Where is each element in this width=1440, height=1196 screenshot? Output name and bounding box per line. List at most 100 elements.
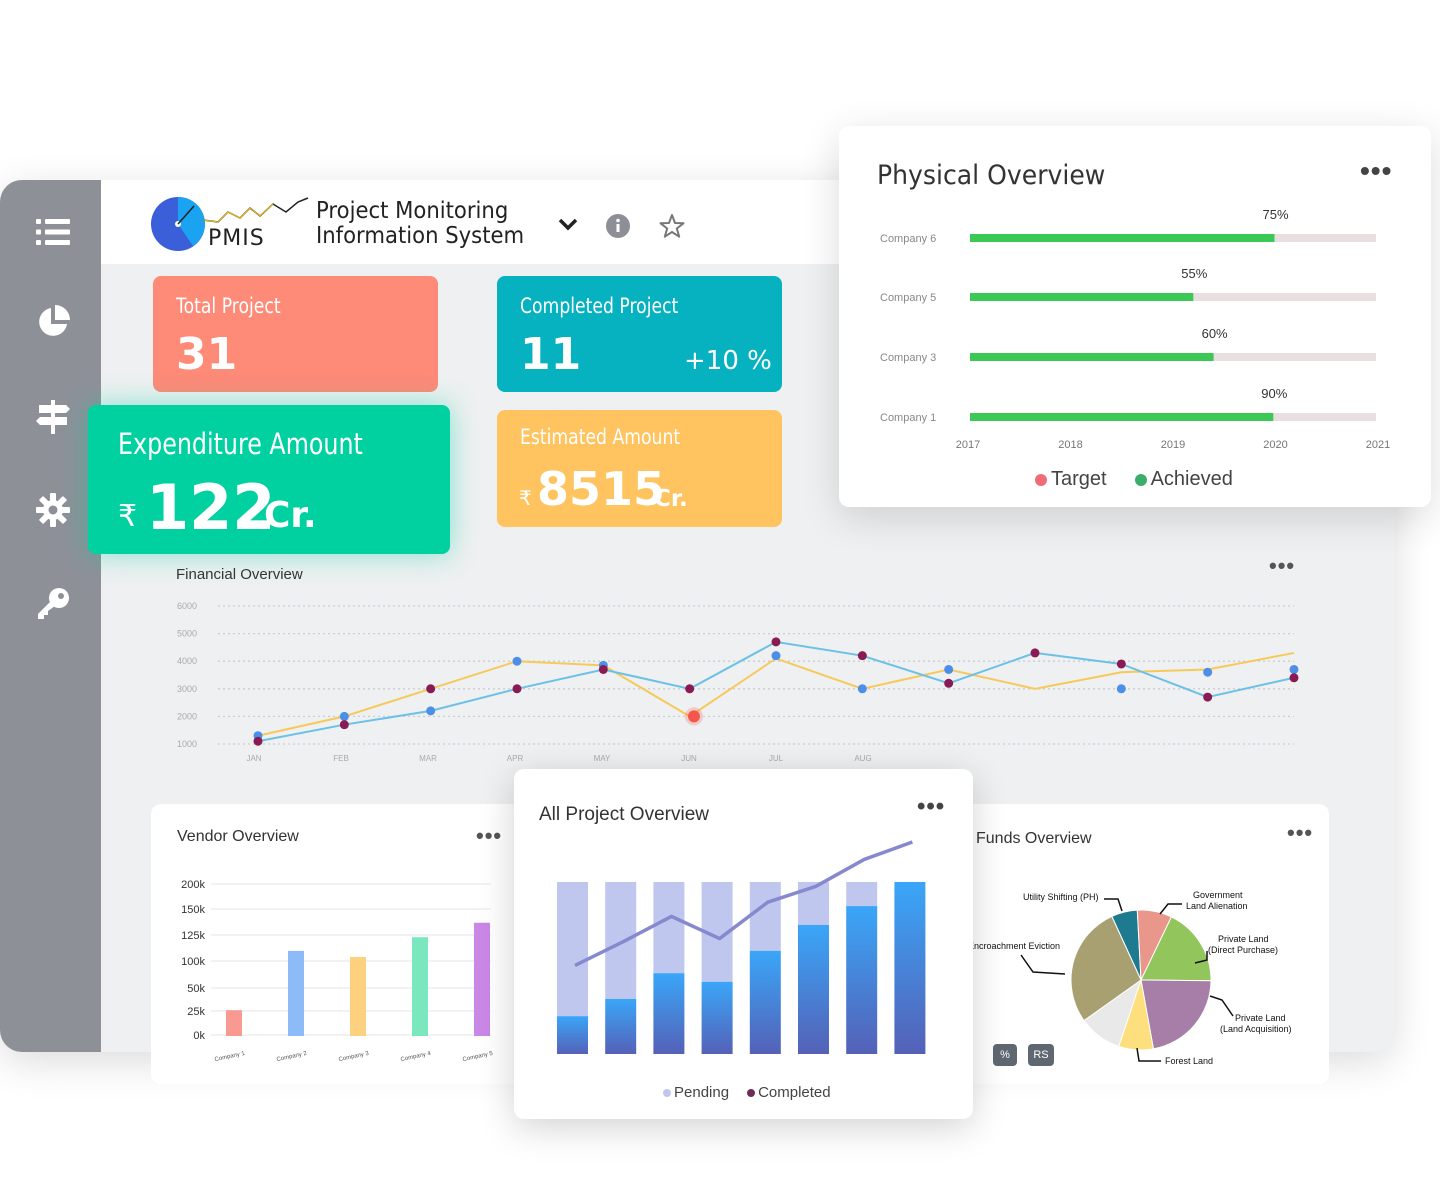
completed-bar (749, 950, 781, 1054)
callout-encroachment: Encroachment Eviction (968, 941, 1060, 951)
financial-point (512, 656, 522, 666)
completed-bar (557, 1016, 588, 1054)
estimated-amount-card[interactable]: Estimated Amount ₹ 8515 Cr. (497, 410, 782, 527)
financial-x-tick: JUL (769, 754, 784, 763)
info-icon[interactable] (606, 214, 630, 243)
callout-government: Government (1193, 890, 1243, 900)
financial-point (339, 720, 349, 730)
financial-point (685, 684, 695, 694)
callout-government-2: Land Alienation (1186, 901, 1248, 911)
vendor-bar (226, 1010, 242, 1036)
total-project-value: 31 (176, 329, 238, 380)
financial-x-tick: AUG (854, 754, 871, 763)
funds-overview-panel: Funds Overview ••• Utility Shifting (PH)… (955, 804, 1329, 1084)
pending-dot-icon (663, 1088, 671, 1097)
expenditure-unit: Cr. (264, 495, 317, 536)
completed-bar (894, 882, 926, 1054)
financial-more-icon[interactable]: ••• (1269, 553, 1296, 578)
vendor-bar-chart: 200k 150k 125k 100k 50k 25k 0k Company 1 Company… (181, 879, 494, 1063)
physical-legend: Target Achieved (1035, 468, 1233, 491)
vendor-y-tick: 150k (181, 904, 205, 916)
percent-toggle-button[interactable]: % (993, 1044, 1017, 1066)
legend-achieved-label: Achieved (1150, 468, 1233, 490)
vendor-bar (350, 956, 366, 1036)
callout-private-acquisition: Private Land (1235, 1013, 1286, 1023)
total-project-label: Total Project (176, 294, 281, 318)
vendor-y-tick: 100k (181, 956, 205, 968)
total-project-card[interactable]: Total Project 31 (153, 276, 438, 392)
legend-completed-label: Completed (758, 1084, 831, 1101)
menu-icon[interactable] (34, 213, 72, 251)
achieved-dot-icon (1134, 473, 1147, 486)
pie-chart-icon[interactable] (34, 303, 72, 341)
vendor-y-tick: 200k (181, 879, 205, 891)
physical-category-label: Company 3 (880, 352, 936, 364)
vendor-overview-panel: Vendor Overview ••• 200k 150k 125k 100k 50k 2… (151, 804, 521, 1084)
chevron-down-icon[interactable] (557, 216, 579, 237)
estimated-unit: Cr. (654, 486, 688, 512)
callout-private-direct: Private Land (1218, 934, 1269, 944)
physical-bar-chart: Company 6 75% Company 5 55% Company 3 60% Comp… (880, 207, 1390, 451)
completed-project-change: +10 % (684, 346, 772, 376)
expenditure-label: Expenditure Amount (118, 427, 363, 461)
financial-y-tick: 6000 (177, 601, 197, 611)
financial-point (1116, 684, 1126, 694)
financial-x-tick: FEB (333, 754, 349, 763)
callout-line (1136, 1047, 1161, 1062)
completed-bar (798, 925, 829, 1054)
app-title: Project Monitoring Information System (316, 199, 524, 249)
rupees-toggle-button[interactable]: RS (1028, 1044, 1054, 1066)
pie-slice (1140, 979, 1212, 1050)
estimated-label: Estimated Amount (520, 425, 681, 449)
gear-icon[interactable] (34, 491, 72, 529)
physical-achieved-bar (970, 413, 1274, 421)
completed-dot-icon (747, 1088, 756, 1097)
financial-point (598, 664, 608, 674)
financial-point (1289, 664, 1299, 674)
callout-line (1104, 898, 1123, 912)
financial-x-tick: MAY (594, 754, 611, 763)
pending-bar (846, 882, 878, 907)
pending-bar (605, 882, 637, 999)
financial-point (771, 637, 781, 647)
physical-value-label: 55% (1181, 266, 1207, 281)
financial-point (1030, 648, 1040, 658)
financial-overview-title: Financial Overview (176, 566, 303, 583)
physical-more-icon[interactable]: ••• (1360, 155, 1393, 186)
expenditure-amount-card[interactable]: Expenditure Amount ₹ 122 Cr. (88, 405, 450, 554)
physical-x-tick: 2018 (1058, 439, 1082, 451)
signpost-icon[interactable] (34, 398, 72, 436)
physical-value-label: 75% (1263, 207, 1289, 222)
physical-value-label: 90% (1261, 386, 1287, 401)
completed-project-value: 11 (520, 329, 582, 380)
all-project-more-icon[interactable]: ••• (917, 793, 946, 820)
all-project-legend: Pending Completed (663, 1084, 831, 1101)
star-icon[interactable] (659, 213, 685, 244)
funds-more-icon[interactable]: ••• (1287, 820, 1314, 845)
logo-text: PMIS (208, 226, 265, 251)
physical-x-tick: 2020 (1263, 439, 1287, 451)
pie-slice (1070, 915, 1142, 1022)
physical-value-label: 60% (1202, 326, 1228, 341)
financial-point (253, 736, 263, 746)
legend-achieved: Achieved (1134, 468, 1233, 491)
vendor-x-tick: Company 5 (462, 1051, 494, 1063)
physical-achieved-bar (970, 293, 1194, 301)
financial-point (771, 651, 781, 661)
callout-forest: Forest Land (1165, 1056, 1213, 1066)
callout-private-direct-2: (Direct Purchase) (1208, 945, 1278, 955)
financial-point (512, 684, 522, 694)
physical-x-tick: 2019 (1161, 439, 1185, 451)
financial-point (944, 664, 954, 674)
key-icon[interactable] (34, 585, 72, 623)
estimated-currency: ₹ (519, 488, 532, 510)
financial-x-tick: JAN (246, 754, 261, 763)
trend-line (574, 840, 913, 968)
completed-project-card[interactable]: Completed Project 11 +10 % (497, 276, 782, 392)
vendor-x-tick: Company 2 (276, 1051, 308, 1063)
vendor-overview-title: Vendor Overview (177, 828, 299, 845)
target-dot-icon (1035, 473, 1047, 486)
vendor-more-icon[interactable]: ••• (476, 823, 503, 848)
legend-completed: Completed (747, 1084, 831, 1101)
